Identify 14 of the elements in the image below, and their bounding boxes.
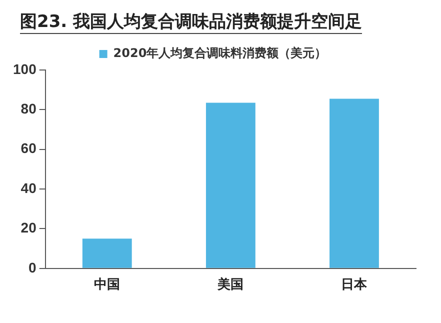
y-tick-label: 60 xyxy=(20,140,37,156)
y-tick-label: 20 xyxy=(20,220,37,236)
bar xyxy=(330,98,379,268)
x-tick-label: 美国 xyxy=(216,276,244,293)
y-tick-label: 100 xyxy=(13,60,37,77)
bar xyxy=(206,102,256,268)
bar xyxy=(82,238,132,268)
y-tick-label: 0 xyxy=(28,259,37,276)
chart-title: 图23. 我国人均复合调味品消费额提升空间足 xyxy=(20,10,362,34)
x-tick-label: 中国 xyxy=(94,278,120,293)
legend-label: 2020年人均复合调味料消费额（美元） xyxy=(113,46,327,60)
y-tick-label: 80 xyxy=(20,100,37,117)
y-tick-label: 40 xyxy=(20,180,37,196)
x-tick-label: 日本 xyxy=(341,278,368,293)
